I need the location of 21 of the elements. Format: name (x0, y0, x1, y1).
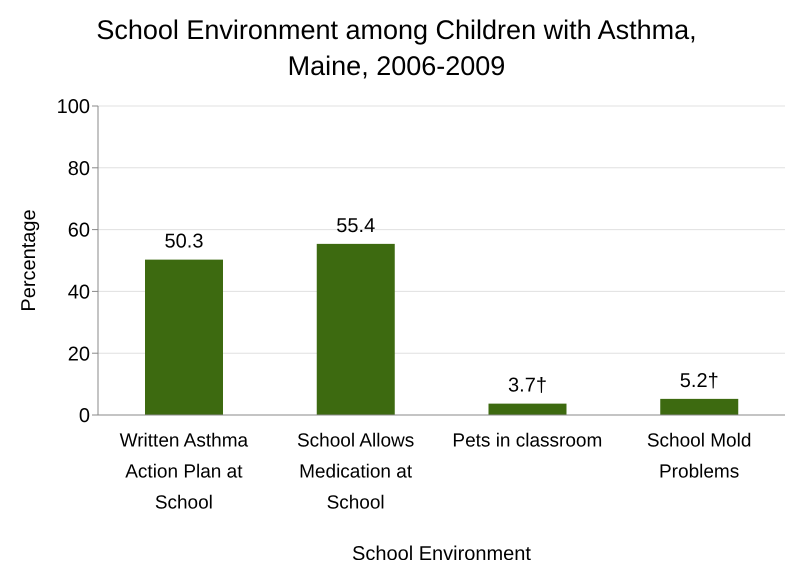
y-axis-title: Percentage (18, 209, 40, 312)
x-tick-label: Pets in classroom (452, 430, 602, 452)
y-tick-label: 100 (56, 96, 90, 118)
bar (316, 244, 395, 415)
chart-title: School Environment among Children with Asthma, Maine, 2006-2009 (95, 14, 698, 83)
bar (660, 398, 738, 415)
y-tick-label: 0 (78, 405, 90, 428)
y-tick-label: 40 (68, 282, 90, 304)
data-label: 3.7† (508, 374, 547, 397)
bar (145, 260, 223, 415)
data-label: 55.4 (336, 214, 376, 237)
x-tick-label: School Mold Problems (646, 430, 752, 482)
data-label: 50.3 (164, 230, 204, 253)
y-tick-label: 80 (68, 158, 90, 180)
y-tick-label: 60 (68, 220, 90, 242)
x-axis-title: School Environment (352, 543, 532, 565)
x-tick-label: School Allows Medication at School (297, 430, 414, 514)
bar (488, 404, 566, 415)
y-tick-label: 20 (68, 343, 90, 366)
x-tick-label: Written Asthma Action Plan at School (120, 430, 249, 514)
data-label: 5.2† (680, 370, 719, 392)
